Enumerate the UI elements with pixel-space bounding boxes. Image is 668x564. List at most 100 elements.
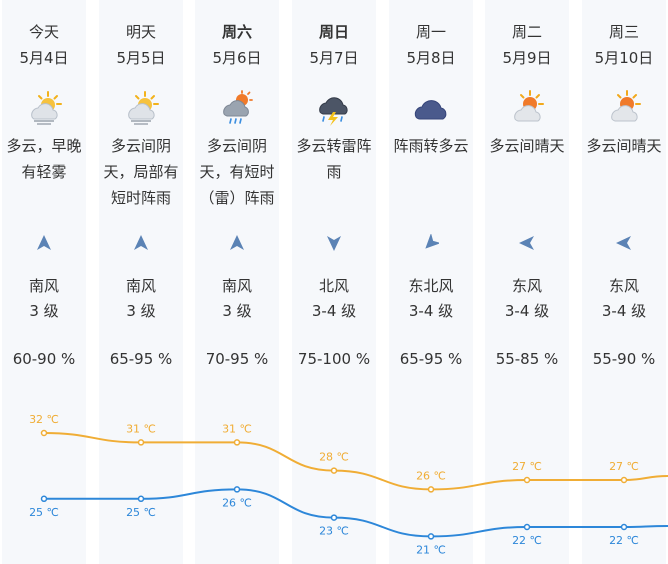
date-label: 5月7日 — [309, 49, 359, 67]
day-column — [485, 0, 569, 564]
weather-description: 多云间晴天 — [489, 137, 565, 155]
day-forecast: 今天 5月4日多云，早晚 有轻雾南风 3 级 60-90 % — [0, 0, 92, 390]
high-temp-point — [137, 439, 145, 446]
humidity-range: 75-100 % — [297, 350, 371, 368]
low-temp-point — [330, 514, 338, 521]
wind-direction: 东风 — [511, 277, 542, 295]
wind-direction-arrow-icon — [479, 234, 575, 260]
day-forecast: 周二 5月9日多云间晴天东风 3-4 级 55-85 % — [479, 0, 575, 390]
high-temp-label: 31 ℃ — [126, 422, 156, 435]
low-temp-point — [233, 486, 241, 493]
humidity-range: 55-90 % — [592, 350, 656, 368]
wind-level: 3-4 级 — [504, 302, 550, 320]
wind-level: 3-4 级 — [601, 302, 647, 320]
wind-direction: 南风 — [28, 277, 59, 295]
date-label: 5月10日 — [594, 49, 654, 67]
date-label: 5月5日 — [116, 49, 166, 67]
wind-direction: 东北风 — [408, 277, 454, 295]
weather-description: 阵雨转多云 — [393, 137, 469, 155]
weather-description: 多云间晴天 — [586, 137, 662, 155]
high-temp-line — [43, 432, 668, 491]
day-label: 周六 — [221, 23, 252, 41]
day-forecast: 周日 5月7日多云转雷阵 雨北风 3-4 级 75-100 % — [286, 0, 382, 390]
low-temp-line — [43, 488, 668, 538]
wind-direction-arrow-icon — [189, 234, 285, 260]
wind-level: 3-4 级 — [408, 302, 454, 320]
low-temp-label: 25 ℃ — [29, 506, 59, 519]
date-label: 5月8日 — [406, 49, 456, 67]
cloud-sun-rain-icon — [189, 90, 285, 132]
weather-description: 多云间阴 天，局部有 短时阵雨 — [103, 137, 179, 207]
wind-direction: 东风 — [608, 277, 639, 295]
weather-description: 多云，早晚 有轻雾 — [6, 137, 82, 181]
day-column — [389, 0, 473, 564]
wind-direction-arrow-icon — [383, 234, 479, 260]
thunderstorm-icon — [286, 90, 382, 132]
day-column — [2, 0, 86, 564]
high-temp-point — [620, 476, 628, 484]
wind-direction-arrow-icon — [93, 234, 189, 260]
wind-direction: 南风 — [125, 277, 156, 295]
day-label: 周二 — [511, 23, 542, 41]
high-temp-label: 31 ℃ — [222, 422, 252, 435]
date-label: 5月9日 — [502, 49, 552, 67]
low-temp-point — [620, 523, 628, 531]
day-label: 周日 — [318, 23, 349, 41]
partly-cloudy-haze-icon — [0, 90, 92, 132]
high-temp-label: 32 ℃ — [29, 413, 59, 426]
humidity-range: 65-95 % — [109, 350, 173, 368]
low-temp-label: 26 ℃ — [222, 496, 252, 509]
day-column — [99, 0, 183, 564]
humidity-range: 55-85 % — [495, 350, 559, 368]
partly-cloudy-haze-icon — [93, 90, 189, 132]
day-column — [582, 0, 666, 564]
low-temp-label: 23 ℃ — [319, 525, 349, 538]
high-temp-label: 27 ℃ — [609, 460, 639, 473]
low-temp-point — [40, 495, 48, 503]
low-temp-point — [523, 523, 531, 531]
cloud-icon — [383, 90, 479, 132]
partly-cloudy-icon — [576, 90, 668, 132]
humidity-range: 70-95 % — [205, 350, 269, 368]
day-column — [195, 0, 279, 564]
day-label: 周一 — [415, 23, 446, 41]
low-temp-point — [137, 495, 145, 503]
wind-direction: 北风 — [318, 277, 349, 295]
day-forecast: 周六 5月6日多云间阴 天，有短时 （雷）阵雨南风 3 级 70-95 % — [189, 0, 285, 390]
low-temp-label: 21 ℃ — [416, 543, 446, 556]
date-label: 5月4日 — [19, 49, 69, 67]
day-label: 明天 — [125, 23, 156, 41]
low-temp-label: 25 ℃ — [126, 506, 156, 519]
high-temp-label: 28 ℃ — [319, 451, 349, 464]
day-forecast: 周三 5月10日多云间晴天东风 3-4 级 55-90 % — [576, 0, 668, 390]
high-temp-point — [233, 439, 241, 446]
partly-cloudy-icon — [479, 90, 575, 132]
high-temp-point — [523, 476, 531, 484]
low-temp-label: 22 ℃ — [609, 534, 639, 547]
wind-direction-arrow-icon — [286, 234, 382, 260]
high-temp-label: 26 ℃ — [416, 469, 446, 482]
day-label: 周三 — [608, 23, 639, 41]
temperature-chart: 32 ℃ 31 ℃ 31 ℃ 28 ℃ 26 ℃ 27 ℃ 27 ℃ 25 ℃ 25 ℃ 26 ℃… — [29, 413, 668, 556]
humidity-range: 60-90 % — [12, 350, 76, 368]
high-temp-point — [330, 467, 338, 474]
day-forecast: 明天 5月5日多云间阴 天，局部有 短时阵雨南风 3 级 65-95 % — [93, 0, 189, 390]
date-label: 5月6日 — [212, 49, 262, 67]
wind-level: 3 级 — [29, 302, 59, 320]
wind-direction: 南风 — [221, 277, 252, 295]
day-forecast: 周一 5月8日 阵雨转多云 东北风 3-4 级 65-95 % — [383, 0, 479, 390]
wind-level: 3-4 级 — [311, 302, 357, 320]
wind-direction-arrow-icon — [576, 234, 668, 260]
day-label: 今天 — [28, 23, 59, 41]
high-temp-point — [40, 429, 48, 437]
high-temp-label: 27 ℃ — [512, 460, 542, 473]
high-temp-point — [427, 486, 435, 493]
wind-level: 3 级 — [222, 302, 252, 320]
weather-description: 多云间阴 天，有短时 （雷）阵雨 — [199, 137, 275, 207]
low-temp-point — [427, 533, 435, 540]
wind-direction-arrow-icon — [0, 234, 92, 260]
weather-description: 多云转雷阵 雨 — [296, 137, 372, 181]
low-temp-label: 22 ℃ — [512, 534, 542, 547]
wind-level: 3 级 — [126, 302, 156, 320]
